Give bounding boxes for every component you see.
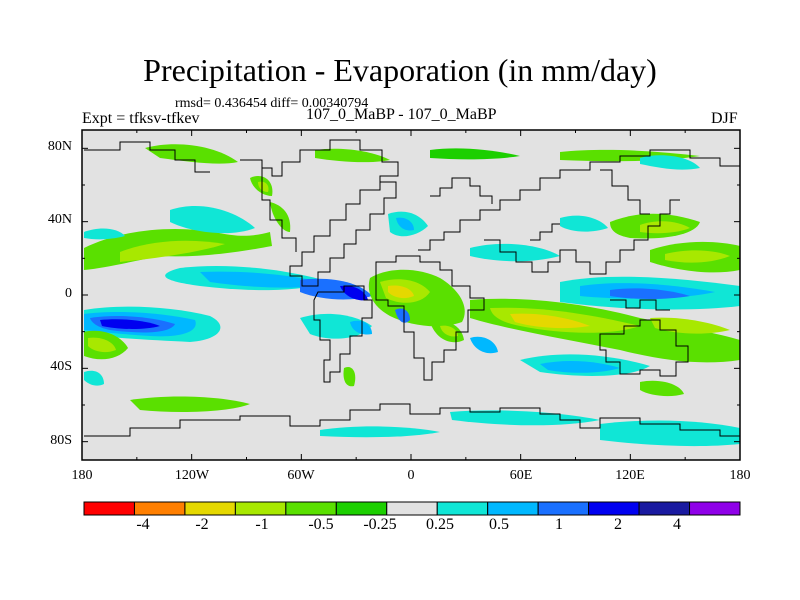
colorbar-box [537,501,590,516]
lon-label: 120W [174,468,210,483]
pe-contour [640,380,684,397]
pe-contour [395,308,410,323]
pe-contour [388,285,414,299]
lat-label: 80N [47,139,72,154]
pe-contour [610,288,690,299]
colorbar-label: -1 [255,516,269,533]
lon-label: 60E [509,468,533,483]
pe-contour [170,206,255,234]
colorbar-box [487,501,539,516]
pe-contour [560,215,608,232]
lat-label: 0 [65,286,72,301]
colorbar-box [83,501,135,516]
pe-contour [100,319,160,329]
colorbar-box [386,501,438,516]
colorbar-box [234,501,287,516]
lon-label: 180 [71,468,93,483]
colorbar-label: -4 [136,516,150,533]
pe-contour [320,426,440,438]
colorbar-box [184,501,236,516]
pe-contour [270,202,291,232]
pe-contour [470,336,498,354]
pe-contour [470,243,560,262]
colorbar-label: -0.25 [363,516,397,533]
pe-contour [440,325,458,337]
lon-label: 0 [407,468,415,483]
coastline-eurasia [484,199,680,275]
pe-contour [200,271,330,288]
pe-contour [130,396,250,412]
pe-contour [430,148,520,160]
colorbar-box [133,501,186,516]
pe-contour [315,148,390,163]
pe-contour [340,285,368,301]
axis-ticks [81,130,741,460]
pe-contour [84,228,125,240]
coastline-alaska [84,141,210,173]
experiment-label: Expt = tfksv-tfkev [82,110,200,127]
coastline-north-america [240,139,399,287]
colorbar [83,501,741,516]
map-title: Precipitation - Evaporation (in mm/day) [143,52,657,88]
pe-contour [640,155,700,170]
colorbar-box [285,501,337,516]
lat-label: 80S [50,433,72,448]
pe-contour [510,313,590,329]
coastline-asia-coast [530,223,560,241]
colorbar-box [436,501,489,516]
stats-text: rmsd= 0.436454 diff= 0.00340794 [175,96,369,111]
coastline-eurasia [418,149,740,251]
colorbar-box [689,501,741,516]
colorbar-box [335,501,388,516]
pe-contour [450,410,600,426]
lat-label: 40S [50,359,72,374]
colorbar-label: 4 [673,516,681,533]
pe-contour [665,250,730,263]
coastline-east-asia [600,169,650,215]
pe-contour [88,337,116,353]
colorbar-label: -2 [195,516,209,533]
coastline-north-america [261,168,297,252]
colorbar-box [588,501,640,516]
coastline-australia [599,319,689,377]
colorbar-label: 0.25 [426,516,454,533]
pe-contour [350,320,372,335]
pe-contour [258,181,269,192]
pe-contour [84,370,104,386]
pe-contour [640,221,690,234]
coastline-south-america [313,285,373,383]
pe-contour [145,144,238,164]
colorbar-label: -0.5 [308,516,334,533]
coastlines [84,139,740,437]
pe-contour [343,366,356,387]
pe-contour [396,217,414,231]
lon-label: 120E [615,468,645,483]
pe-contour [600,420,740,447]
coastline-antarctica [84,403,740,437]
lon-label: 60W [287,468,315,483]
period-label: 107_0_MaBP - 107_0_MaBP [306,106,497,123]
coastline-europe [430,177,493,204]
precip-field [84,144,740,447]
season-label: DJF [711,110,738,127]
colorbar-label: 2 [614,516,622,533]
pe-contour [120,240,225,262]
lat-label: 40N [47,212,72,227]
colorbar-label: 0.5 [489,516,509,533]
pe-contour [540,361,620,373]
colorbar-box [638,501,691,516]
lon-label: 180 [729,468,751,483]
colorbar-label: 1 [555,516,563,533]
coastline-africa [375,255,485,381]
coastline-indonesia [610,299,670,311]
